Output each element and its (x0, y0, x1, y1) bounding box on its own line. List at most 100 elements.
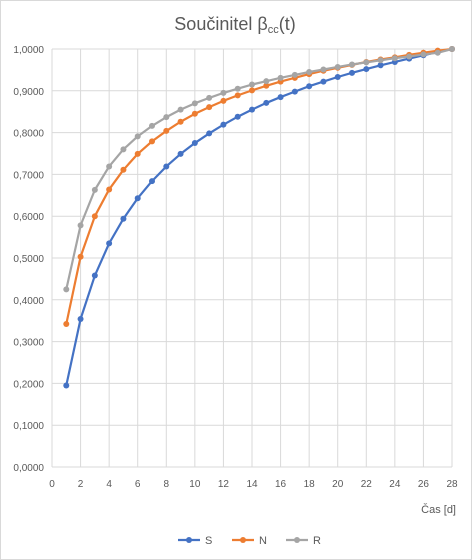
data-point-S (291, 88, 298, 95)
data-point-S (234, 113, 241, 120)
data-point-N (191, 110, 198, 117)
data-point-R (320, 66, 327, 73)
data-point-N (220, 97, 227, 104)
data-point-R (349, 61, 355, 68)
x-tick-label: 28 (446, 479, 458, 490)
data-point-S (63, 382, 70, 389)
data-point-N (120, 166, 127, 173)
data-point-R (63, 286, 70, 293)
y-tick-label: 0,0000 (13, 463, 44, 474)
data-point-S (91, 272, 98, 279)
y-tick-label: 0,5000 (13, 254, 44, 265)
data-point-S (334, 74, 341, 81)
x-tick-label: 16 (275, 479, 287, 490)
data-point-N (234, 92, 241, 99)
data-point-N (177, 118, 184, 125)
data-point-S (134, 195, 141, 202)
data-point-R (191, 100, 198, 107)
x-tick-label: 26 (418, 479, 430, 490)
y-tick-label: 1,0000 (13, 45, 44, 56)
data-point-S (106, 240, 113, 247)
data-point-R (291, 71, 298, 78)
data-point-R (234, 85, 241, 92)
data-point-S (191, 140, 198, 147)
data-point-R (449, 46, 455, 52)
data-point-R (77, 222, 84, 229)
data-point-N (249, 87, 255, 94)
series-line-S (65, 47, 453, 386)
x-tick-label: 2 (78, 479, 84, 490)
series-line-N (65, 47, 453, 325)
y-tick-label: 0,3000 (13, 338, 44, 349)
data-point-N (149, 138, 155, 145)
data-point-R (206, 94, 213, 101)
data-point-S (206, 130, 213, 137)
data-point-R (420, 51, 427, 58)
x-tick-label: 8 (164, 479, 170, 490)
data-point-N (163, 127, 170, 134)
data-point-R (134, 133, 141, 140)
data-point-R (177, 106, 184, 113)
legend-label-N: N (259, 535, 267, 547)
x-tick-label: 18 (304, 479, 316, 490)
data-point-S (377, 62, 384, 69)
x-tick-label: 0 (49, 479, 55, 490)
x-tick-label: 6 (135, 479, 141, 490)
series-line-R (65, 47, 453, 290)
data-point-S (120, 215, 127, 222)
y-tick-label: 0,9000 (13, 87, 44, 98)
legend-marker-N (240, 537, 246, 543)
data-point-R (363, 59, 370, 66)
data-point-N (91, 213, 98, 220)
data-point-R (277, 74, 284, 81)
y-tick-label: 0,2000 (13, 379, 44, 390)
x-tick-label: 14 (246, 479, 258, 490)
chart-title: Součinitel βcc(t) (174, 14, 296, 36)
x-tick-label: 10 (189, 479, 201, 490)
data-point-N (63, 321, 70, 328)
x-tick-label: 20 (332, 479, 344, 490)
data-point-R (306, 68, 313, 75)
data-point-S (263, 99, 270, 106)
data-point-N (77, 253, 84, 260)
data-point-S (349, 69, 355, 76)
y-tick-label: 0,6000 (13, 212, 44, 223)
data-point-S (220, 121, 227, 128)
legend-marker-S (186, 537, 192, 543)
legend-label-R: R (313, 535, 321, 547)
data-point-S (77, 316, 84, 323)
data-point-S (363, 66, 370, 73)
legend-marker-R (294, 537, 300, 543)
data-point-S (306, 83, 313, 90)
data-point-R (377, 57, 384, 64)
data-point-S (149, 178, 155, 185)
data-point-R (434, 49, 441, 56)
data-point-R (120, 146, 127, 153)
data-point-S (163, 163, 170, 170)
x-tick-label: 12 (218, 479, 230, 490)
data-point-R (91, 186, 98, 193)
data-point-S (320, 78, 327, 85)
x-tick-label: 24 (389, 479, 401, 490)
x-tick-label: 22 (361, 479, 373, 490)
data-point-R (106, 163, 113, 170)
data-point-R (263, 78, 270, 85)
data-point-N (263, 82, 270, 89)
data-point-S (249, 106, 255, 113)
x-tick-label: 4 (106, 479, 112, 490)
y-tick-label: 0,4000 (13, 296, 44, 307)
data-point-S (177, 150, 184, 157)
data-point-N (106, 186, 113, 193)
y-tick-label: 0,8000 (13, 129, 44, 140)
y-tick-label: 0,7000 (13, 170, 44, 181)
data-point-N (206, 104, 213, 111)
data-point-R (220, 89, 227, 96)
data-point-R (149, 122, 155, 129)
y-tick-label: 0,1000 (13, 421, 44, 432)
data-point-R (163, 114, 170, 121)
legend-label-S: S (205, 535, 212, 547)
data-point-R (334, 63, 341, 70)
x-axis-label: Čas [d] (421, 503, 456, 516)
data-point-N (134, 150, 141, 157)
